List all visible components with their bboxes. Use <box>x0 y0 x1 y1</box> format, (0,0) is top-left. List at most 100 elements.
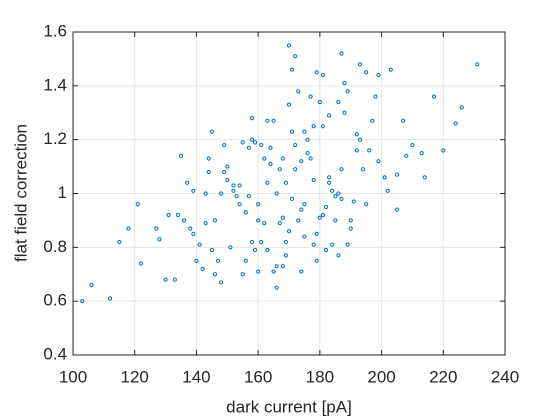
point <box>256 269 261 274</box>
point <box>191 231 196 236</box>
point <box>296 89 301 94</box>
x-tick-label: 180 <box>306 367 334 386</box>
x-tick-label: 100 <box>59 367 87 386</box>
point <box>302 202 307 207</box>
point <box>404 153 409 158</box>
point <box>286 229 292 234</box>
point <box>339 196 344 201</box>
point <box>243 258 248 263</box>
point <box>419 151 424 156</box>
point <box>317 215 322 220</box>
point <box>265 118 270 123</box>
x-tick-label: 120 <box>121 367 149 386</box>
point <box>212 272 218 277</box>
point <box>422 175 427 180</box>
point <box>308 156 313 161</box>
y-tick-label: 1.4 <box>43 75 67 94</box>
point <box>376 159 381 164</box>
point <box>274 285 279 290</box>
point <box>212 218 218 223</box>
point <box>364 70 369 75</box>
point <box>289 67 295 72</box>
point <box>277 221 282 226</box>
point <box>302 129 307 134</box>
point <box>259 142 264 148</box>
point <box>293 54 298 59</box>
point <box>475 62 480 67</box>
point <box>367 148 372 153</box>
y-tick-label: 0.4 <box>43 344 67 363</box>
point <box>382 175 387 180</box>
point <box>209 129 214 134</box>
point <box>206 156 211 161</box>
point <box>219 191 224 196</box>
point <box>191 188 196 193</box>
point <box>345 89 350 94</box>
point <box>327 180 332 185</box>
point <box>376 72 381 78</box>
y-tick-label: 1.6 <box>43 21 67 40</box>
point <box>246 194 251 199</box>
point <box>178 153 184 158</box>
point <box>209 247 214 253</box>
point <box>459 105 464 110</box>
point <box>135 202 140 207</box>
point <box>453 121 458 126</box>
point <box>339 51 344 56</box>
x-tick-label: 160 <box>244 367 272 386</box>
point <box>215 258 221 263</box>
point <box>342 81 347 86</box>
point <box>228 245 233 250</box>
point <box>206 169 211 175</box>
point <box>293 167 298 172</box>
point <box>373 94 378 99</box>
point <box>305 137 310 142</box>
point <box>280 215 285 220</box>
point <box>345 242 350 247</box>
point <box>323 204 329 210</box>
x-tick-label: 220 <box>429 367 457 386</box>
point <box>286 43 292 48</box>
point <box>240 140 245 145</box>
point <box>320 212 326 218</box>
point <box>80 299 85 304</box>
point <box>333 194 338 199</box>
point <box>259 239 264 245</box>
point <box>385 188 390 193</box>
point <box>431 94 437 99</box>
y-tick-label: 0.6 <box>43 291 67 310</box>
point <box>314 258 319 263</box>
point <box>268 145 273 150</box>
point <box>339 167 344 172</box>
point <box>323 247 329 253</box>
point <box>289 129 295 134</box>
point <box>286 102 292 107</box>
point <box>271 118 276 123</box>
point <box>107 296 113 301</box>
point <box>330 188 335 193</box>
point <box>311 242 316 247</box>
point <box>283 180 289 185</box>
point <box>231 183 236 188</box>
point <box>336 191 341 196</box>
point <box>237 202 242 207</box>
point <box>185 180 190 185</box>
point <box>360 167 366 172</box>
point <box>299 207 304 212</box>
point <box>225 177 230 183</box>
point <box>249 137 255 142</box>
point <box>262 156 267 161</box>
point <box>197 242 202 247</box>
point <box>308 94 313 99</box>
point <box>364 202 369 207</box>
point <box>311 177 316 183</box>
y-tick-label: 1.2 <box>43 129 67 148</box>
point <box>357 62 363 67</box>
point <box>357 137 363 142</box>
point <box>302 234 307 239</box>
point <box>231 188 236 193</box>
point <box>175 212 181 218</box>
point <box>243 210 248 215</box>
point <box>203 221 208 226</box>
